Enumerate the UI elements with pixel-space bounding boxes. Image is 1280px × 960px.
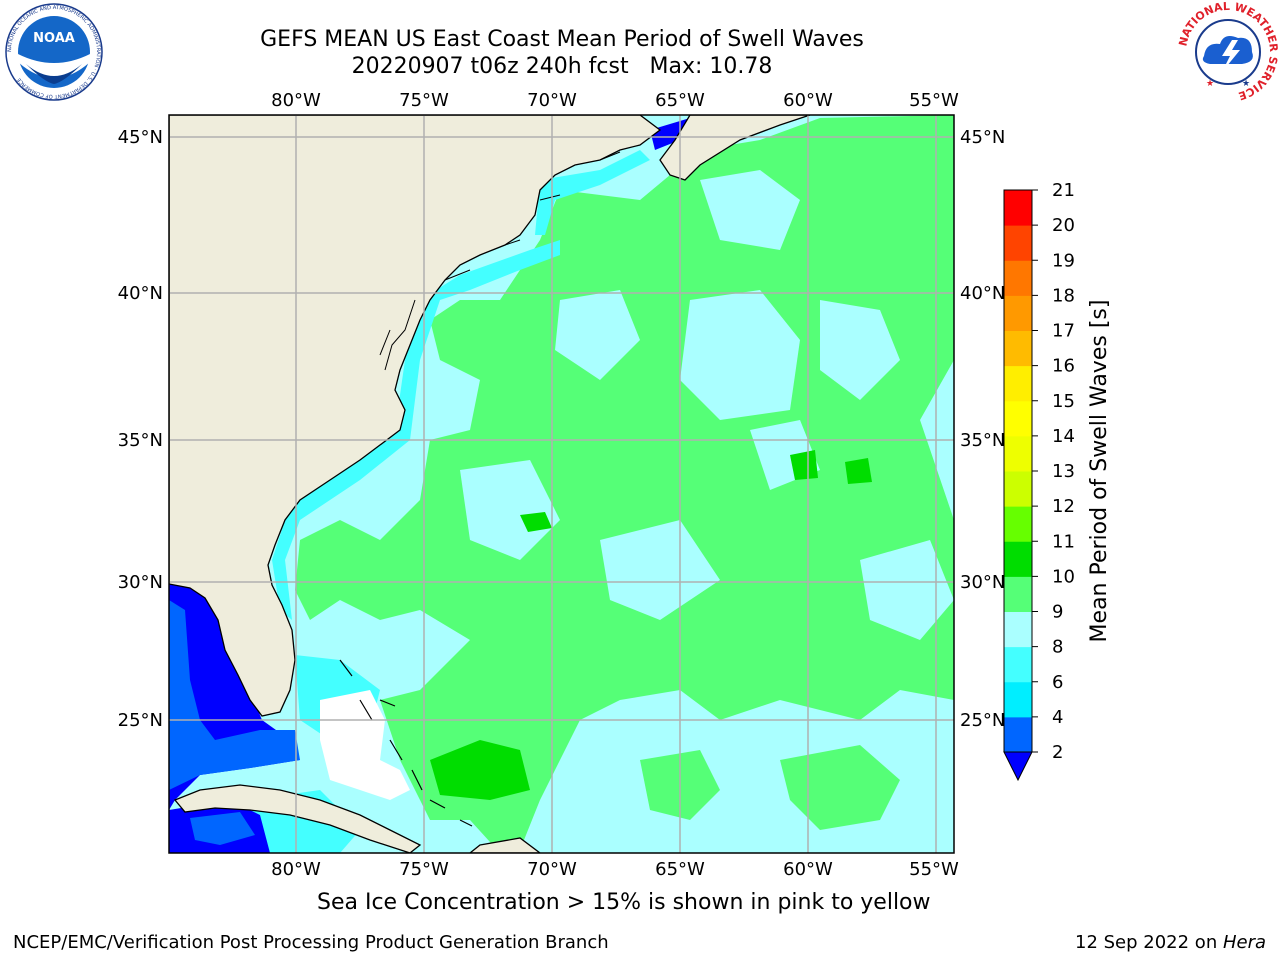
- swell-region-9-10s: [295, 115, 954, 853]
- swell-region-8-9s: [680, 290, 800, 420]
- colorbar-tick-label: 4: [1052, 707, 1063, 728]
- colorbar-tick-label: 11: [1052, 531, 1075, 552]
- nws-logo: NATIONAL WEATHER SERVICE ★ ★: [1176, 0, 1280, 103]
- colorbar-swatch: [1004, 225, 1032, 261]
- swell-region-10-11s: [430, 740, 530, 800]
- lon-label-bottom: 65°W: [655, 859, 705, 880]
- lon-label-bottom: 80°W: [271, 859, 321, 880]
- colorbar-swatch: [1004, 506, 1032, 542]
- footer-date: 12 Sep 2022 on Hera: [1075, 932, 1266, 953]
- colorbar-swatch: [1004, 295, 1032, 331]
- lat-label-right: 35°N: [960, 430, 1005, 451]
- swell-region-8-9s: [555, 290, 640, 380]
- colorbar-tick-label: 10: [1052, 566, 1075, 587]
- colorbar-tick-label: 17: [1052, 321, 1075, 342]
- lat-label-left: 30°N: [118, 572, 163, 593]
- lat-label-right: 30°N: [960, 572, 1005, 593]
- noaa-logo-text: NOAA: [33, 31, 75, 46]
- colorbar-tick-label: 2: [1052, 742, 1063, 763]
- land-cuba: [173, 784, 422, 853]
- lat-label-left: 45°N: [118, 127, 163, 148]
- lon-label-top: 60°W: [783, 90, 833, 111]
- colorbar-swatch: [1004, 400, 1032, 437]
- lon-label-top: 75°W: [399, 90, 449, 111]
- colorbar-swatch: [1004, 576, 1032, 612]
- colorbar-tick-label: 16: [1052, 356, 1075, 377]
- colorbar-tick-label: 20: [1052, 215, 1075, 236]
- lat-label-right: 45°N: [960, 127, 1005, 148]
- footer-host: Hera: [1222, 932, 1266, 953]
- colorbar-tick-label: 12: [1052, 496, 1075, 517]
- lat-label-right: 25°N: [960, 710, 1005, 731]
- lat-label-left: 40°N: [118, 283, 163, 304]
- colorbar-tick-label: 13: [1052, 461, 1075, 482]
- colorbar-tick-label: 21: [1052, 180, 1075, 201]
- colorbar-label: Mean Period of Swell Waves [s]: [1087, 300, 1112, 643]
- swell-region-2-4s: [190, 812, 255, 845]
- swell-region-10-11s: [845, 458, 872, 484]
- sea-ice-caption: Sea Ice Concentration > 15% is shown in …: [317, 890, 931, 915]
- land-hispaniola: [468, 837, 542, 853]
- swell-region-2-4s: [169, 600, 300, 790]
- colorbar-tick-label: 6: [1052, 672, 1063, 693]
- colorbar-swatch: [1004, 471, 1032, 507]
- footer-credit: NCEP/EMC/Verification Post Processing Pr…: [13, 932, 609, 953]
- lon-label-top: 65°W: [655, 90, 705, 111]
- colorbar-tick-label: 19: [1052, 250, 1075, 271]
- lon-label-bottom: 70°W: [527, 859, 577, 880]
- swell-region-8-9s: [860, 540, 954, 640]
- map-title: GEFS MEAN US East Coast Mean Period of S…: [260, 27, 864, 52]
- map-subtitle: 20220907 t06z 240h fcst Max: 10.78: [351, 54, 773, 79]
- colorbar: 2 4 6 8 9 10 11 12 13 14 15 16 17 18 19 20 21: [1003, 180, 1075, 782]
- lat-label-right: 40°N: [960, 283, 1005, 304]
- colorbar-tick-label: 9: [1052, 602, 1063, 623]
- swell-region-10-11s: [790, 450, 818, 480]
- svg-text:★: ★: [1242, 79, 1250, 89]
- lon-label-bottom: 60°W: [783, 859, 833, 880]
- colorbar-swatch: [1004, 681, 1032, 718]
- swell-region-10-11s: [520, 512, 552, 532]
- colorbar-tick-label: 8: [1052, 637, 1063, 658]
- lon-label-top: 80°W: [271, 90, 321, 111]
- colorbar-extend-arrow: [1003, 751, 1033, 782]
- lon-label-bottom: 55°W: [909, 859, 959, 880]
- colorbar-swatch: [1004, 716, 1032, 753]
- no-data-area: [320, 690, 410, 800]
- lat-label-left: 25°N: [118, 710, 163, 731]
- colorbar-swatch: [1004, 190, 1032, 226]
- swell-region-8-9s: [600, 520, 720, 620]
- colorbar-tick-label: 14: [1052, 426, 1075, 447]
- swell-region-9-10s: [780, 745, 900, 830]
- colorbar-tick-label: 18: [1052, 285, 1075, 306]
- lon-label-bottom: 75°W: [399, 859, 449, 880]
- colorbar-swatch: [1004, 260, 1032, 296]
- footer-date-text: 12 Sep 2022 on: [1075, 932, 1223, 953]
- swell-region-8-9s: [820, 300, 900, 400]
- land-bahamas: [339, 659, 473, 827]
- swell-region-8-9s: [460, 460, 560, 560]
- graticule: [169, 115, 954, 853]
- lon-label-top: 55°W: [909, 90, 959, 111]
- noaa-logo: NATIONAL OCEANIC AND ATMOSPHERIC ADMINIS…: [5, 3, 103, 101]
- colorbar-swatch: [1004, 365, 1032, 402]
- swell-region-6-8s: [535, 150, 650, 235]
- swell-region-8-9s: [700, 170, 800, 250]
- colorbar-swatch: [1004, 541, 1032, 577]
- coast-detail: [379, 151, 621, 371]
- colorbar-swatch: [1004, 611, 1032, 648]
- map-frame: [168, 114, 955, 854]
- colorbar-swatch: [1004, 646, 1032, 683]
- svg-text:★: ★: [1206, 79, 1214, 89]
- lon-label-top: 70°W: [527, 90, 577, 111]
- lat-label-left: 35°N: [118, 430, 163, 451]
- land-nova-scotia: [659, 115, 811, 181]
- colorbar-tick-label: 15: [1052, 391, 1075, 412]
- colorbar-swatch: [1004, 330, 1032, 367]
- colorbar-swatch: [1004, 435, 1032, 472]
